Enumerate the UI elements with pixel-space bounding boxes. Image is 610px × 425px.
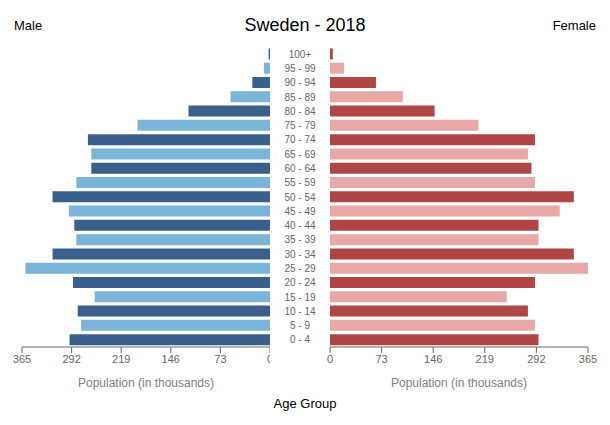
svg-text:55 - 59: 55 - 59 (284, 177, 316, 188)
svg-text:365: 365 (13, 353, 31, 365)
svg-text:45 - 49: 45 - 49 (284, 206, 316, 217)
svg-text:85 - 89: 85 - 89 (284, 92, 316, 103)
svg-text:20 - 24: 20 - 24 (284, 277, 316, 288)
svg-text:0: 0 (267, 353, 270, 365)
svg-text:15 - 19: 15 - 19 (284, 292, 316, 303)
svg-text:35 - 39: 35 - 39 (284, 234, 316, 245)
svg-text:90 - 94: 90 - 94 (284, 77, 316, 88)
html-text:Male: Male (14, 17, 43, 33)
svg-text:Population (in thousands): Population (in thousands) (78, 376, 214, 390)
svg-text:219: 219 (112, 353, 130, 365)
svg-text:Population (in thousands): Population (in thousands) (391, 376, 527, 390)
svg-text:292: 292 (527, 353, 545, 365)
svg-text:70 - 74: 70 - 74 (284, 134, 316, 145)
svg-text:40 - 44: 40 - 44 (284, 220, 316, 231)
svg-text:95 - 99: 95 - 99 (284, 63, 316, 74)
svg-text:146: 146 (162, 353, 180, 365)
svg-text:5 - 9: 5 - 9 (290, 320, 310, 331)
html-text:Female: Female (552, 17, 596, 33)
svg-text:0 - 4: 0 - 4 (290, 334, 310, 345)
svg-text:73: 73 (214, 353, 226, 365)
svg-text:65 - 69: 65 - 69 (284, 149, 316, 160)
html-text:Sweden - 2018: Sweden - 2018 (244, 14, 366, 35)
html-text:Age Group: Age Group (273, 396, 337, 411)
svg-text:73: 73 (375, 353, 387, 365)
svg-text:75 - 79: 75 - 79 (284, 120, 316, 131)
svg-text:25 - 29: 25 - 29 (284, 263, 316, 274)
svg-text:0: 0 (327, 353, 333, 365)
svg-text:292: 292 (62, 353, 80, 365)
svg-text:80 - 84: 80 - 84 (284, 106, 316, 117)
svg-text:30 - 34: 30 - 34 (284, 249, 316, 260)
svg-text:365: 365 (579, 353, 597, 365)
svg-text:146: 146 (424, 353, 442, 365)
svg-text:60 - 64: 60 - 64 (284, 163, 316, 174)
svg-text:50 - 54: 50 - 54 (284, 192, 316, 203)
svg-text:100+: 100+ (289, 49, 312, 60)
svg-text:219: 219 (476, 353, 494, 365)
svg-text:10 - 14: 10 - 14 (284, 306, 316, 317)
